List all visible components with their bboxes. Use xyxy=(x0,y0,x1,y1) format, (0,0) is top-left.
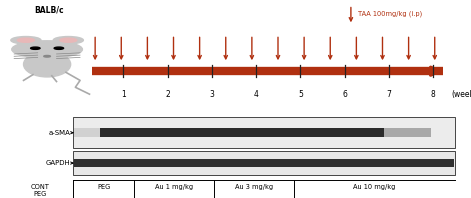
Text: 2: 2 xyxy=(165,90,170,99)
Text: CONT
PEG: CONT PEG xyxy=(31,184,49,197)
Circle shape xyxy=(31,47,40,49)
Circle shape xyxy=(44,55,50,57)
Text: Au 3 mg/kg: Au 3 mg/kg xyxy=(236,184,273,190)
Text: 8: 8 xyxy=(431,90,436,99)
Circle shape xyxy=(54,47,64,49)
Bar xyxy=(73,117,455,148)
Text: Au 10 mg/kg: Au 10 mg/kg xyxy=(353,184,396,190)
Text: a-SMA: a-SMA xyxy=(49,130,71,136)
Text: Au 1 mg/kg: Au 1 mg/kg xyxy=(155,184,193,190)
Bar xyxy=(74,159,454,167)
Text: GAPDH: GAPDH xyxy=(46,160,71,166)
Circle shape xyxy=(53,36,83,44)
Circle shape xyxy=(17,38,34,42)
Bar xyxy=(73,151,455,175)
Bar xyxy=(100,128,384,137)
Circle shape xyxy=(60,38,77,42)
Circle shape xyxy=(11,36,41,44)
Circle shape xyxy=(12,41,82,58)
Text: 7: 7 xyxy=(387,90,391,99)
Text: PEG: PEG xyxy=(97,184,110,190)
Text: 1: 1 xyxy=(121,90,126,99)
Text: 5: 5 xyxy=(298,90,303,99)
Bar xyxy=(384,128,431,137)
Bar xyxy=(74,128,100,137)
Text: TAA 100mg/kg (i.p): TAA 100mg/kg (i.p) xyxy=(358,10,422,17)
Text: 3: 3 xyxy=(210,90,214,99)
Text: 4: 4 xyxy=(254,90,259,99)
Ellipse shape xyxy=(24,52,71,77)
Text: BALB/c: BALB/c xyxy=(35,6,64,15)
Text: (week): (week) xyxy=(451,90,471,99)
Text: 6: 6 xyxy=(342,90,347,99)
